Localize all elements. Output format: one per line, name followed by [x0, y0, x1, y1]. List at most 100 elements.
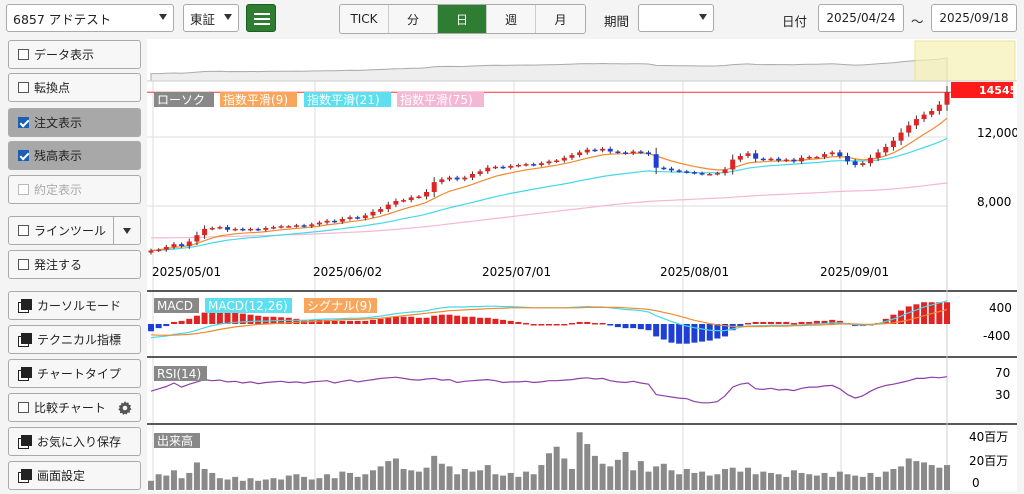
- volume-bar: [408, 470, 415, 490]
- order-display-toggle[interactable]: 注文表示: [8, 108, 141, 137]
- gear-icon[interactable]: [118, 401, 132, 415]
- candle-body: [676, 170, 682, 172]
- rsi-line: [150, 376, 948, 404]
- tab-day[interactable]: 日: [438, 5, 487, 33]
- list-icon-line: [254, 18, 270, 20]
- date-from-input[interactable]: 2025/04/24: [818, 4, 904, 32]
- legend-candle-bg: [154, 92, 214, 107]
- volume-bar: [599, 463, 606, 490]
- macd-histogram-bar: [324, 319, 331, 324]
- macd-histogram-bar: [821, 320, 828, 324]
- candle-body: [745, 153, 751, 156]
- tab-tick[interactable]: TICK: [340, 5, 389, 33]
- candle-body: [630, 151, 636, 154]
- place-order-toggle[interactable]: 発注する: [8, 250, 141, 279]
- macd-histogram-bar: [568, 322, 575, 325]
- chevron-down-icon: [224, 14, 232, 20]
- range-navigator[interactable]: [150, 40, 1016, 82]
- line-tool-dropdown[interactable]: [113, 217, 140, 244]
- tab-week[interactable]: 週: [487, 5, 536, 33]
- volume-panel: [148, 432, 950, 490]
- screen-settings-label: 画面設定: [37, 469, 86, 483]
- last-price-marker: 14545: [951, 82, 1017, 98]
- candle-body: [508, 165, 514, 168]
- macd-histogram-bar: [783, 321, 790, 324]
- volume-bar: [431, 455, 438, 490]
- macd-histogram-bar: [676, 324, 683, 344]
- candle-body: [890, 140, 896, 147]
- tab-month[interactable]: 月: [536, 5, 585, 33]
- candle-body: [263, 228, 269, 230]
- legend-macd-bg: [154, 298, 199, 313]
- balance-display-label: 残高表示: [34, 149, 83, 163]
- candle-body: [722, 169, 728, 174]
- stock-select[interactable]: 6857 アドテスト: [6, 4, 174, 32]
- volume-bar: [492, 474, 499, 490]
- cursor-mode-button[interactable]: カーソルモード: [8, 291, 141, 320]
- balance-display-toggle[interactable]: 残高表示: [8, 141, 141, 170]
- macd-histogram-bar: [737, 324, 744, 327]
- volume-bar: [446, 466, 453, 490]
- macd-histogram-bar: [699, 324, 706, 342]
- candle-body: [561, 157, 567, 161]
- volume-bar: [454, 474, 461, 490]
- candle-body: [500, 166, 506, 169]
- turning-point-toggle[interactable]: 転換点: [8, 73, 141, 102]
- period-select[interactable]: [638, 4, 714, 32]
- volume-bar: [209, 472, 216, 490]
- macd-histogram-bar: [492, 318, 499, 324]
- line-tool-button[interactable]: ラインツール: [8, 216, 141, 245]
- legend-macd: MACD: [157, 299, 193, 313]
- screen-settings-button[interactable]: 画面設定: [8, 461, 141, 490]
- contract-display-label: 約定表示: [34, 183, 83, 197]
- macd-histogram-bar: [530, 324, 537, 326]
- save-favorite-button[interactable]: お気に入り保存: [8, 427, 141, 456]
- candle-body: [661, 167, 667, 170]
- macd-histogram-bar: [584, 321, 591, 324]
- candle-body: [883, 147, 889, 153]
- macd-histogram-bar: [591, 322, 598, 325]
- candle-body: [860, 163, 866, 165]
- macd-legend: MACD MACD(12,26) シグナル(9) 400 -400: [154, 298, 1012, 343]
- data-display-toggle[interactable]: データ表示: [8, 40, 141, 69]
- legend-macd-line-bg: [205, 298, 292, 313]
- candle-body: [492, 166, 498, 169]
- candle-body: [936, 104, 942, 111]
- candle-body: [232, 228, 238, 231]
- macd-histogram-bar: [178, 320, 185, 324]
- place-order-label: 発注する: [34, 258, 83, 272]
- volume-bar: [538, 465, 545, 490]
- list-menu-button[interactable]: [246, 4, 276, 32]
- market-select[interactable]: 東証: [183, 4, 239, 32]
- ema9-line: [150, 117, 948, 252]
- volume-bar: [316, 478, 323, 490]
- window-icon: [18, 469, 32, 483]
- macd-panel: [148, 300, 950, 344]
- macd-histogram-bar: [446, 314, 453, 324]
- stock-chart[interactable]: 2025/05/01 2025/06/02 2025/07/01 2025/08…: [147, 39, 1019, 491]
- macd-histogram-bar: [362, 320, 369, 324]
- legend-ema21: 指数平滑(21): [307, 92, 380, 107]
- chart-type-button[interactable]: チャートタイプ: [8, 359, 141, 388]
- volume-bar: [186, 472, 193, 490]
- candle-body: [906, 125, 912, 133]
- chart-area[interactable]: 2025/05/01 2025/06/02 2025/07/01 2025/08…: [147, 39, 1019, 491]
- date-to-input[interactable]: 2025/09/18: [931, 4, 1017, 32]
- macd-histogram-bar: [423, 317, 430, 324]
- date-range-separator: 〜: [911, 14, 924, 29]
- tab-minute[interactable]: 分: [389, 5, 438, 33]
- rsi-tick-label: 70: [995, 366, 1010, 380]
- candle-body: [378, 209, 384, 212]
- volume-bar: [515, 476, 522, 490]
- technical-indicator-button[interactable]: テクニカル指標: [8, 325, 141, 354]
- compare-chart-toggle[interactable]: 比較チャート: [8, 393, 141, 422]
- macd-histogram-bar: [247, 314, 254, 324]
- candle-body: [538, 163, 544, 165]
- candle-body: [347, 217, 353, 219]
- macd-histogram-bar: [913, 304, 920, 324]
- candle-body: [385, 204, 391, 210]
- compare-chart-label: 比較チャート: [34, 401, 106, 415]
- macd-histogram-bar: [377, 318, 384, 324]
- volume-bar: [622, 451, 629, 490]
- rsi-panel: [150, 376, 948, 404]
